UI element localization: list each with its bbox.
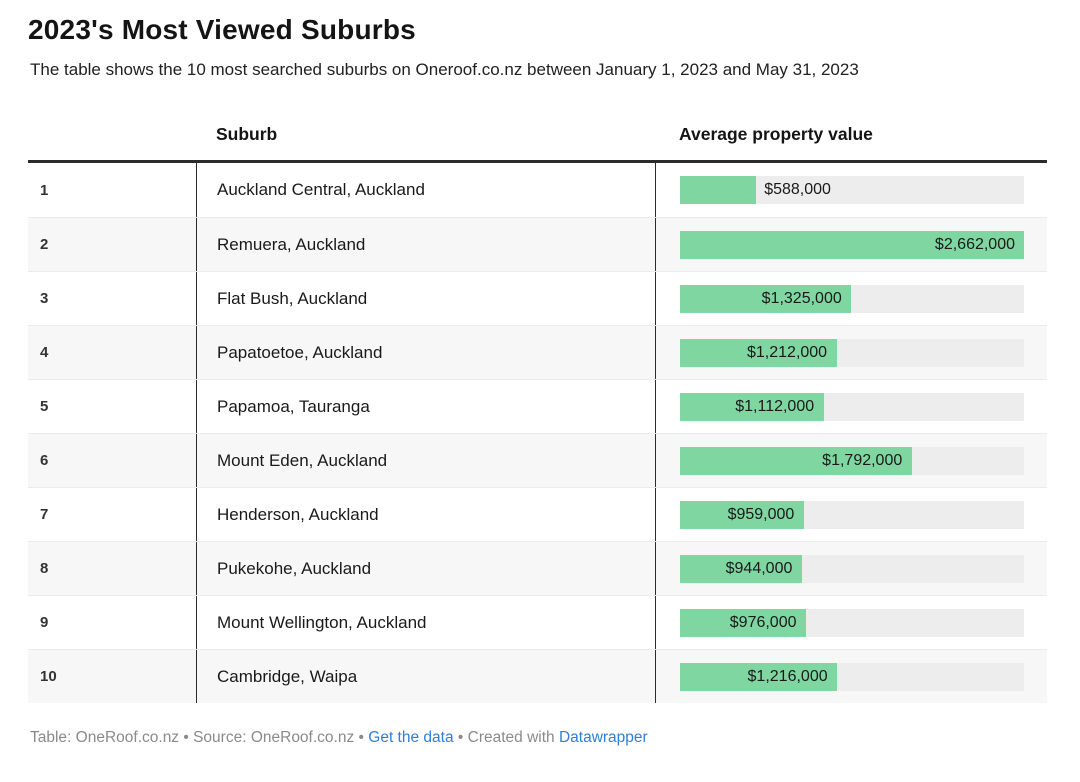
footer-attribution: Table: OneRoof.co.nz • Source: OneRoof.c… xyxy=(30,729,1047,747)
rank-cell: 7 xyxy=(40,506,49,523)
column-header-suburb: Suburb xyxy=(216,124,278,144)
value-bar xyxy=(680,608,807,637)
value-bar-track: $944,000 xyxy=(680,554,1024,583)
suburb-cell: Pukekohe, Auckland xyxy=(196,542,655,595)
value-bar xyxy=(680,230,1024,259)
column-header-value: Average property value xyxy=(679,124,873,144)
suburb-cell: Mount Wellington, Auckland xyxy=(196,596,655,649)
value-cell: $2,662,000 xyxy=(655,218,1047,271)
value-cell: $1,216,000 xyxy=(655,650,1047,703)
value-bar xyxy=(680,338,837,367)
value-label: $976,000 xyxy=(729,613,797,631)
value-bar-track: $1,216,000 xyxy=(680,662,1024,691)
value-label: $1,325,000 xyxy=(761,289,842,307)
table-row: 7 Henderson, Auckland $959,000 xyxy=(28,487,1047,541)
rank-cell: 9 xyxy=(40,614,49,631)
rank-cell: 6 xyxy=(40,452,49,469)
suburb-cell: Auckland Central, Auckland xyxy=(196,163,655,217)
value-cell: $1,112,000 xyxy=(655,380,1047,433)
column-header-rank xyxy=(28,124,196,145)
suburb-cell: Mount Eden, Auckland xyxy=(196,434,655,487)
value-label: $588,000 xyxy=(764,181,831,198)
table-body: 1 Auckland Central, Auckland $588,000 2 Remu… xyxy=(28,163,1047,703)
table-row: 10 Cambridge, Waipa $1,216,000 xyxy=(28,649,1047,703)
value-bar-track: $1,112,000 xyxy=(680,392,1024,421)
suburb-cell: Cambridge, Waipa xyxy=(196,650,655,703)
table-row: 3 Flat Bush, Auckland $1,325,000 xyxy=(28,271,1047,325)
table-row: 4 Papatoetoe, Auckland $1,212,000 xyxy=(28,325,1047,379)
value-bar-track: $959,000 xyxy=(680,500,1024,529)
suburb-cell: Papamoa, Tauranga xyxy=(196,380,655,433)
footer-created-text: Created with xyxy=(467,729,559,746)
value-label: $2,662,000 xyxy=(934,235,1015,253)
get-the-data-link[interactable]: Get the data xyxy=(368,729,454,746)
value-bar xyxy=(680,662,838,691)
datawrapper-link[interactable]: Datawrapper xyxy=(558,729,648,746)
value-bar xyxy=(680,446,912,475)
value-label: $1,216,000 xyxy=(747,667,828,685)
value-label: $1,212,000 xyxy=(747,343,828,361)
value-label: $944,000 xyxy=(725,559,793,577)
footer-separator: • xyxy=(453,729,468,746)
suburb-cell: Remuera, Auckland xyxy=(196,218,655,271)
value-label: $1,792,000 xyxy=(822,451,903,469)
value-cell: $1,792,000 xyxy=(655,434,1047,487)
table-row: 2 Remuera, Auckland $2,662,000 xyxy=(28,217,1047,271)
value-cell: $976,000 xyxy=(655,596,1047,649)
value-cell: $1,325,000 xyxy=(655,272,1047,325)
value-bar-track: $2,662,000 xyxy=(680,230,1024,259)
value-bar xyxy=(680,176,756,204)
value-label: $1,112,000 xyxy=(735,397,815,415)
table-row: 1 Auckland Central, Auckland $588,000 xyxy=(28,163,1047,217)
value-bar-track: $976,000 xyxy=(680,608,1024,637)
rank-cell: 8 xyxy=(40,560,49,577)
value-cell: $1,212,000 xyxy=(655,326,1047,379)
rank-cell: 5 xyxy=(40,398,49,415)
value-bar-track: $588,000 xyxy=(680,176,1024,204)
value-bar xyxy=(680,392,824,421)
value-bar xyxy=(680,284,852,313)
value-bar xyxy=(680,554,802,583)
rank-cell: 1 xyxy=(40,181,49,199)
value-cell: $959,000 xyxy=(655,488,1047,541)
suburb-cell: Papatoetoe, Auckland xyxy=(196,326,655,379)
value-bar-track: $1,325,000 xyxy=(680,284,1024,313)
table-row: 6 Mount Eden, Auckland $1,792,000 xyxy=(28,433,1047,487)
table-header-row: Suburb Average property value xyxy=(28,110,1047,163)
table-row: 9 Mount Wellington, Auckland $976,000 xyxy=(28,595,1047,649)
value-cell: $944,000 xyxy=(655,542,1047,595)
rank-cell: 10 xyxy=(40,668,57,685)
page-subtitle: The table shows the 10 most searched sub… xyxy=(30,60,859,79)
suburb-cell: Henderson, Auckland xyxy=(196,488,655,541)
value-bar-track: $1,212,000 xyxy=(680,338,1024,367)
rank-cell: 3 xyxy=(40,290,49,307)
suburbs-table: Suburb Average property value 1 Auckland … xyxy=(28,110,1047,703)
value-bar-track: $1,792,000 xyxy=(680,446,1024,475)
page-title: 2023's Most Viewed Suburbs xyxy=(28,14,416,45)
value-label: $959,000 xyxy=(727,505,795,523)
table-row: 8 Pukekohe, Auckland $944,000 xyxy=(28,541,1047,595)
value-cell: $588,000 xyxy=(655,163,1047,217)
footer-source-text: Table: OneRoof.co.nz • Source: OneRoof.c… xyxy=(30,729,369,746)
rank-cell: 2 xyxy=(40,236,49,253)
rank-cell: 4 xyxy=(40,344,49,361)
suburb-cell: Flat Bush, Auckland xyxy=(196,272,655,325)
table-row: 5 Papamoa, Tauranga $1,112,000 xyxy=(28,379,1047,433)
value-bar xyxy=(680,500,804,529)
